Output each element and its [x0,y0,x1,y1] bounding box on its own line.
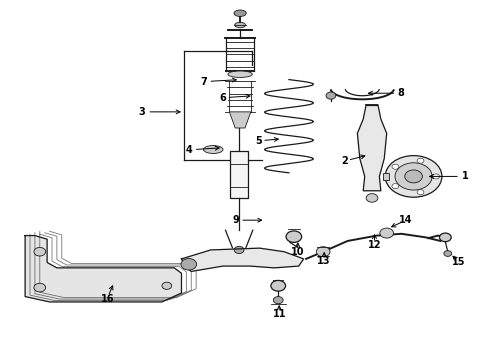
Ellipse shape [234,10,246,17]
Text: 9: 9 [233,215,240,225]
Circle shape [444,251,452,256]
Circle shape [366,194,378,202]
Circle shape [433,174,440,179]
Ellipse shape [228,71,252,77]
Circle shape [317,247,330,257]
Circle shape [392,164,399,169]
Circle shape [34,247,46,256]
Text: 12: 12 [368,239,381,249]
Circle shape [405,170,422,183]
Circle shape [326,92,336,99]
Circle shape [440,233,451,242]
FancyBboxPatch shape [230,151,248,198]
Text: 6: 6 [219,93,226,103]
Circle shape [380,228,393,238]
Text: 8: 8 [398,88,405,98]
Ellipse shape [235,22,245,28]
Text: 3: 3 [138,107,145,117]
Circle shape [273,297,283,304]
FancyBboxPatch shape [383,173,389,180]
Text: 7: 7 [200,77,207,87]
Text: 15: 15 [452,257,466,267]
Text: 5: 5 [256,136,263,146]
Circle shape [392,184,399,189]
Circle shape [417,190,424,195]
Polygon shape [229,112,251,128]
Text: 11: 11 [272,309,286,319]
Circle shape [234,246,244,253]
Circle shape [385,156,442,197]
Text: 2: 2 [341,156,348,166]
Circle shape [395,163,432,190]
Circle shape [34,283,46,292]
Circle shape [286,231,302,242]
Polygon shape [181,248,304,271]
Polygon shape [25,235,181,302]
Circle shape [417,158,424,163]
Ellipse shape [203,145,223,153]
Circle shape [181,258,196,270]
Text: 1: 1 [462,171,468,181]
Text: 16: 16 [100,294,114,304]
Polygon shape [357,105,387,191]
Text: 4: 4 [186,145,193,155]
Text: 13: 13 [318,256,331,266]
Text: 10: 10 [291,247,304,257]
Circle shape [271,280,286,291]
Circle shape [162,282,172,289]
Text: 14: 14 [399,215,413,225]
